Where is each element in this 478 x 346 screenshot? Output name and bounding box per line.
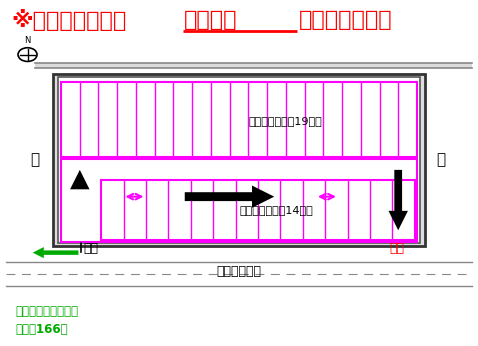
Bar (61, 158, 417, 242)
Bar (34, 63, 472, 67)
Text: 西: 西 (30, 153, 39, 167)
Bar (101, 180, 415, 240)
Text: 至　高田土木事務所
　国道166号: 至 高田土木事務所 国道166号 (16, 305, 79, 336)
Text: 東: 東 (436, 153, 445, 167)
Text: 一方通行: 一方通行 (185, 10, 238, 30)
Text: ※代替駐車場は: ※代替駐車場は (11, 9, 126, 31)
Text: となります！: となります！ (298, 10, 392, 30)
Text: 駐車スペース（19台）: 駐車スペース（19台） (249, 116, 322, 126)
Text: 駐車スペース（14台）: 駐車スペース（14台） (240, 205, 314, 215)
Text: 入口: 入口 (84, 242, 98, 255)
Text: 出口: 出口 (389, 242, 404, 255)
Text: 大和高田市道: 大和高田市道 (217, 265, 261, 278)
Text: N: N (24, 36, 31, 45)
Bar (61, 82, 417, 157)
Bar (53, 74, 425, 246)
Bar (58, 77, 420, 243)
